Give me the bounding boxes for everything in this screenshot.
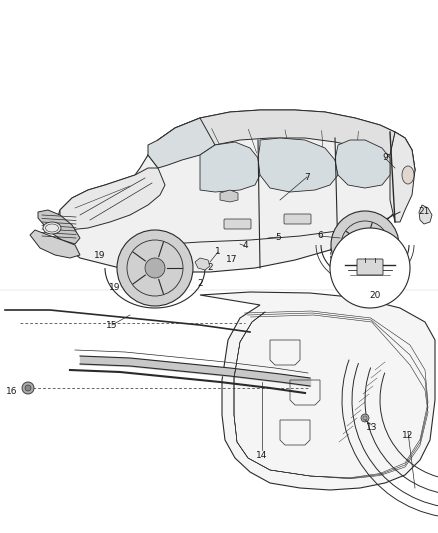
Text: 19: 19 (109, 282, 121, 292)
Polygon shape (195, 258, 210, 270)
Text: 7: 7 (304, 173, 310, 182)
Circle shape (145, 258, 165, 278)
Text: 1: 1 (215, 247, 221, 256)
Circle shape (117, 230, 193, 306)
Polygon shape (200, 142, 260, 192)
Text: 13: 13 (366, 424, 378, 432)
Text: 2: 2 (197, 279, 203, 287)
Circle shape (22, 382, 34, 394)
Polygon shape (55, 110, 415, 272)
Circle shape (331, 211, 399, 279)
Polygon shape (390, 132, 415, 222)
Polygon shape (335, 140, 390, 188)
Polygon shape (220, 190, 238, 202)
Circle shape (361, 414, 369, 422)
FancyBboxPatch shape (284, 214, 311, 224)
Polygon shape (38, 210, 80, 244)
Polygon shape (30, 230, 80, 258)
Polygon shape (148, 118, 215, 168)
Polygon shape (60, 168, 165, 230)
Text: 12: 12 (403, 431, 413, 440)
Text: 6: 6 (317, 231, 323, 240)
Ellipse shape (43, 222, 61, 234)
FancyBboxPatch shape (357, 259, 383, 275)
Text: 4: 4 (242, 241, 248, 251)
Polygon shape (200, 292, 435, 490)
Circle shape (25, 385, 31, 391)
Text: 5: 5 (275, 232, 281, 241)
Text: 17: 17 (226, 255, 238, 264)
Polygon shape (419, 205, 432, 224)
Circle shape (330, 228, 410, 308)
Text: 14: 14 (256, 450, 268, 459)
Circle shape (357, 237, 373, 253)
Ellipse shape (402, 166, 414, 184)
Polygon shape (148, 110, 415, 170)
Text: 2: 2 (207, 262, 213, 271)
Text: 19: 19 (94, 251, 106, 260)
Text: 9: 9 (382, 154, 388, 163)
Text: 21: 21 (418, 207, 430, 216)
Polygon shape (258, 138, 338, 192)
FancyBboxPatch shape (224, 219, 251, 229)
Text: 15: 15 (106, 320, 118, 329)
Text: 20: 20 (369, 290, 381, 300)
Text: 16: 16 (6, 386, 18, 395)
